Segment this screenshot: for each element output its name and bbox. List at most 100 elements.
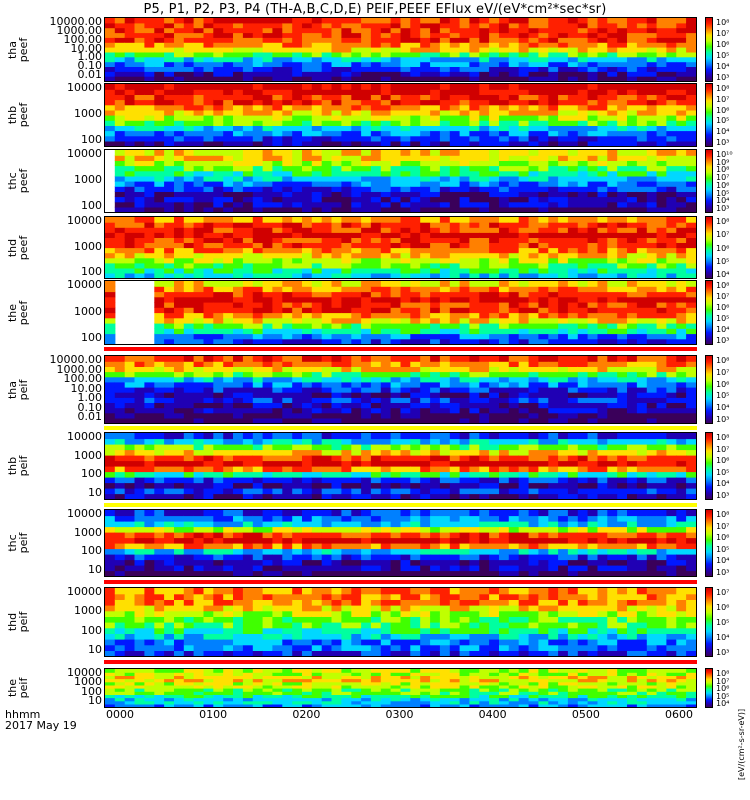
heatmap-cell <box>302 56 313 63</box>
heatmap-cell <box>439 488 451 495</box>
heatmap-cell <box>311 493 323 499</box>
heatmap-cell <box>380 237 392 243</box>
heatmap-cell <box>302 109 313 116</box>
heatmap-cell <box>370 488 382 495</box>
heatmap-cell <box>390 493 401 499</box>
heatmap-cell <box>617 84 628 90</box>
heatmap-cell <box>105 27 116 34</box>
heatmap-cell <box>154 482 165 489</box>
colorbar-tick-label: 10⁵ <box>716 256 730 266</box>
heatmap-cell <box>567 175 579 182</box>
heatmap-cell <box>666 115 677 121</box>
heatmap-cell <box>174 18 185 24</box>
heatmap-cell <box>203 99 214 106</box>
heatmap-cell <box>164 449 175 456</box>
heatmap-cell <box>666 386 677 393</box>
heatmap-cell <box>400 307 411 314</box>
heatmap-cell <box>262 257 273 264</box>
heatmap-cell <box>420 356 431 362</box>
heatmap-cell <box>597 42 608 48</box>
heatmap-cell <box>666 109 677 116</box>
heatmap-cell <box>262 466 273 473</box>
heatmap-cell <box>380 466 392 473</box>
heatmap-cell <box>459 438 470 445</box>
heatmap-cell <box>548 262 559 269</box>
heatmap-cell <box>459 155 470 161</box>
heatmap-cell <box>538 412 549 419</box>
heatmap-cell <box>164 272 175 278</box>
heatmap-cell <box>351 51 362 58</box>
heatmap-cell <box>459 115 470 121</box>
heatmap-cell <box>213 186 224 192</box>
heatmap-cell <box>656 109 667 116</box>
heatmap-cell <box>203 302 214 308</box>
heatmap-cell <box>341 42 352 48</box>
heatmap-cell <box>262 242 273 249</box>
heatmap-cell <box>154 417 165 423</box>
heatmap-cell <box>223 150 234 156</box>
heatmap-cell <box>390 477 401 484</box>
heatmap-cell <box>262 89 273 95</box>
heatmap-cell <box>597 71 608 77</box>
heatmap-cell <box>262 160 273 167</box>
heatmap-cell <box>430 175 441 182</box>
heatmap-cell <box>302 477 313 484</box>
heatmap-cell <box>361 76 372 81</box>
heatmap-cell <box>518 22 530 29</box>
heatmap-cell <box>331 18 342 24</box>
heatmap-cell <box>577 217 589 223</box>
heatmap-cell <box>449 140 461 146</box>
heatmap-cell <box>321 302 333 308</box>
heatmap-cell <box>587 160 598 167</box>
heatmap-cell <box>331 307 342 314</box>
heatmap-cell <box>469 104 480 111</box>
heatmap-cell <box>213 61 224 67</box>
heatmap-cell <box>459 66 470 72</box>
heatmap-cell <box>262 181 273 187</box>
heatmap-cell <box>597 312 608 319</box>
heatmap-cell <box>302 286 313 293</box>
heatmap-cell <box>676 150 687 156</box>
heatmap-cell <box>607 56 618 63</box>
heatmap-cell <box>676 66 687 72</box>
heatmap-cell <box>469 32 480 38</box>
heatmap-cell <box>489 312 500 319</box>
heatmap-cell <box>627 291 638 298</box>
heatmap-cell <box>361 222 372 228</box>
heatmap-cell <box>223 217 234 223</box>
heatmap-cell <box>282 356 293 362</box>
heatmap-cell <box>331 371 342 378</box>
heatmap-cell <box>577 291 589 298</box>
heatmap-cell <box>499 338 510 344</box>
heatmap-cell <box>577 302 589 308</box>
heatmap-cell <box>518 135 530 142</box>
heatmap-cell <box>676 32 687 38</box>
heatmap-cell <box>420 61 431 67</box>
heatmap-cell <box>676 412 687 419</box>
heatmap-cell <box>528 150 539 156</box>
heatmap-cell <box>390 460 401 467</box>
heatmap-cell <box>262 366 273 373</box>
heatmap-cell <box>528 175 539 182</box>
heatmap-cell <box>479 247 490 254</box>
heatmap-cell <box>538 267 549 274</box>
heatmap-cell <box>617 89 628 95</box>
heatmap-cell <box>538 361 549 367</box>
heatmap-cell <box>390 42 401 48</box>
heatmap-cell <box>459 18 470 24</box>
heatmap-cell <box>489 291 500 298</box>
heatmap-cell <box>489 449 500 456</box>
heatmap-cell <box>499 175 510 182</box>
heatmap-cell <box>174 160 185 167</box>
heatmap-cell <box>439 165 451 172</box>
heatmap-cell <box>134 257 145 264</box>
heatmap-cell <box>242 312 254 319</box>
heatmap-cell <box>262 488 273 495</box>
heatmap-cell <box>361 130 372 137</box>
heatmap-cell <box>321 323 333 329</box>
heatmap-cell <box>666 32 677 38</box>
heatmap-cell <box>686 61 696 67</box>
heatmap-cell <box>636 302 648 308</box>
heatmap-cell <box>154 206 165 212</box>
heatmap-cell <box>410 392 421 398</box>
